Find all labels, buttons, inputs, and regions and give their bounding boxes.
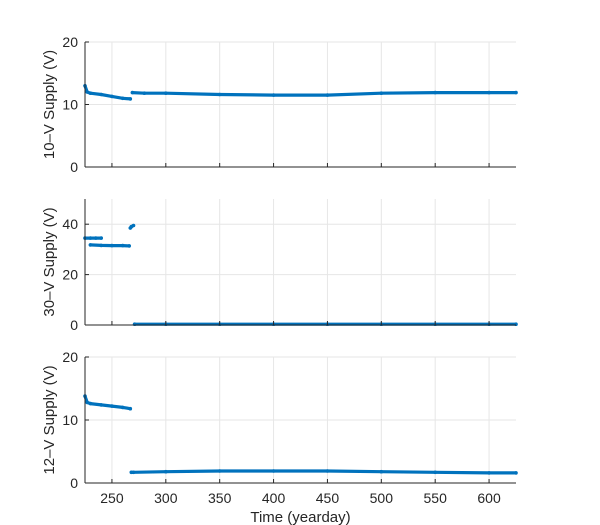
data-series-2 [130,90,518,97]
data-point [131,223,136,228]
data-point [142,91,147,95]
y-tick-label: 10 [62,412,78,428]
x-tick-label: 300 [154,490,178,506]
data-point [128,406,133,411]
data-point [164,91,168,95]
data-point [127,244,131,248]
data-point [88,243,93,247]
y-tick-label: 0 [70,159,78,175]
x-tick-label: 550 [424,490,448,506]
data-point [271,93,276,97]
x-tick-label: 500 [370,490,394,506]
x-tick-label: 450 [316,490,340,506]
data-point [379,91,384,95]
y-tick-label: 20 [62,349,78,365]
data-point [514,90,518,95]
data-series-2 [129,469,518,475]
y-tick-label: 20 [62,267,78,283]
data-point [164,469,168,474]
y-tick-label: 0 [70,317,78,333]
data-point [110,404,114,408]
y-tick-label: 20 [62,34,78,50]
data-point [88,236,93,240]
x-tick-label: 250 [100,490,124,506]
y-tick-label: 40 [62,216,78,232]
data-point [130,90,135,95]
data-point [271,469,276,473]
data-point [94,236,98,240]
data-point [120,96,125,101]
y-tick-label: 10 [62,97,78,113]
data-point [325,93,330,97]
data-point [379,469,384,474]
data-point [85,400,89,405]
data-point [110,94,114,99]
data-point [85,90,89,94]
data-point [514,471,518,475]
x-tick-label: 350 [208,490,232,506]
data-point [217,469,222,473]
y-axis-label: 30–V Supply (V) [41,207,58,316]
data-point [99,92,103,97]
data-point [128,97,133,101]
panel-3: 0 10 20 250 300 350 400 450 500 550 600 12–V Supply… [41,349,518,525]
data-point [487,90,491,95]
data-point [433,470,438,475]
data-point [99,403,103,407]
data-point [99,236,103,240]
data-point [131,470,136,475]
data-point [325,469,330,473]
x-tick-label: 600 [477,490,501,506]
data-point [88,401,93,406]
y-axis-label: 12–V Supply (V) [41,365,58,474]
y-tick-label: 0 [70,475,78,491]
data-point [99,243,103,248]
data-point [433,90,438,95]
data-point [487,471,491,475]
data-point [120,405,125,410]
data-point [88,91,93,95]
y-axis-label: 10–V Supply (V) [41,50,58,159]
data-point [110,243,114,248]
x-tick-label: 400 [262,490,286,506]
x-axis-label: Time (yearday) [250,509,350,525]
data-point [120,243,125,248]
data-point [217,92,222,97]
